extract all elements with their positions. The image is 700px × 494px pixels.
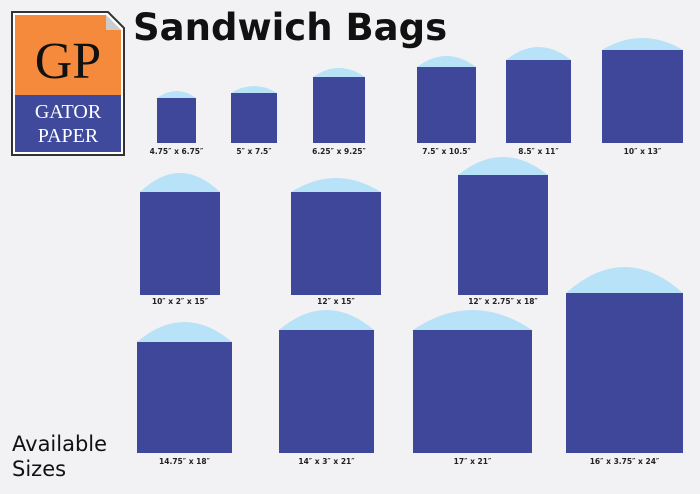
- title: Sandwich Bags: [133, 6, 447, 49]
- bag-label: 14″ x 3″ x 21″: [298, 457, 355, 466]
- bag-cap: [137, 322, 232, 342]
- logo-bottom: [15, 95, 121, 152]
- logo-monogram: GP: [35, 33, 101, 90]
- bag-cap: [157, 91, 196, 98]
- bag: [417, 67, 476, 143]
- bag: [279, 330, 374, 453]
- bag-cap: [231, 86, 277, 93]
- bag-cap: [413, 310, 532, 330]
- bag-label: 17″ x 21″: [454, 457, 492, 466]
- bag: [291, 192, 381, 295]
- bag-label: 7.5″ x 10.5″: [422, 147, 471, 156]
- bag: [566, 293, 683, 453]
- bag-label: 6.25″ x 9.25″: [312, 147, 366, 156]
- bags: 4.75″ x 6.75″ 5″ x 7.5″ 6.25″ x 9.25″ 7.5″ …: [137, 38, 683, 466]
- bag-label: 4.75″ x 6.75″: [150, 147, 204, 156]
- bag-label: 16″ x 3.75″ x 24″: [590, 457, 660, 466]
- bag-cap: [313, 68, 365, 77]
- footer-text: Sizes: [12, 457, 66, 481]
- bag: [413, 330, 532, 453]
- bag-cap: [291, 178, 381, 192]
- bag: [313, 77, 365, 143]
- bag-label: 14.75″ x 18″: [159, 457, 211, 466]
- bag-cap: [140, 173, 220, 192]
- bag-label: 10″ x 13″: [624, 147, 662, 156]
- bag-label: 5″ x 7.5″: [236, 147, 272, 156]
- logo-top: [15, 15, 121, 95]
- bag: [157, 98, 196, 143]
- bag: [231, 93, 277, 143]
- bag-cap: [417, 56, 476, 67]
- bag: [506, 60, 571, 143]
- bag-label: 10″ x 2″ x 15″: [152, 297, 209, 306]
- bag-cap: [566, 267, 683, 293]
- bag: [602, 50, 683, 143]
- logo-fold: [106, 15, 121, 30]
- logo-line: GATOR: [35, 101, 102, 123]
- bag-label: 12″ x 2.75″ x 18″: [468, 297, 538, 306]
- bag-cap: [602, 38, 683, 50]
- footer-text: Available: [12, 432, 107, 456]
- bag: [458, 175, 548, 295]
- bag-cap: [458, 157, 548, 175]
- bag: [137, 342, 232, 453]
- bag-label: 8.5″ x 11″: [518, 147, 559, 156]
- bag-cap: [506, 47, 571, 60]
- bag-label: 12″ x 15″: [317, 297, 355, 306]
- bag-cap: [279, 310, 374, 330]
- logo: GP GATOR PAPER: [11, 11, 125, 156]
- logo-line: PAPER: [38, 125, 99, 147]
- bag: [140, 192, 220, 295]
